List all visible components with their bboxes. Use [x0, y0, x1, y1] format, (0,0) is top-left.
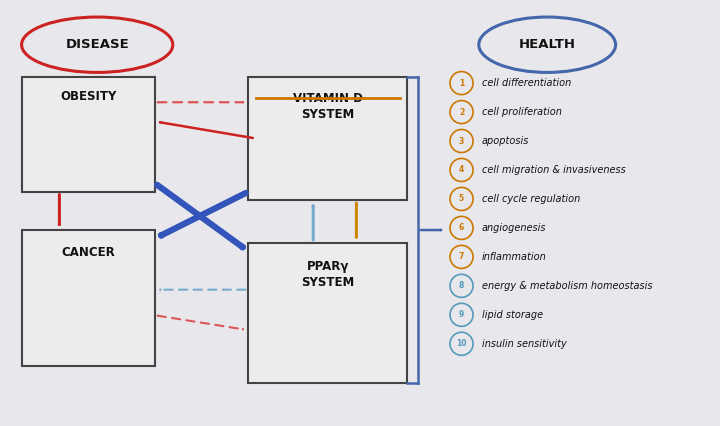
Text: lipid storage: lipid storage — [482, 310, 543, 320]
Ellipse shape — [479, 17, 616, 72]
Text: inflammation: inflammation — [482, 252, 546, 262]
Text: 8: 8 — [459, 281, 464, 291]
Text: VITAMIN D
SYSTEM: VITAMIN D SYSTEM — [292, 92, 363, 121]
Text: HEALTH: HEALTH — [518, 38, 576, 51]
Text: angiogenesis: angiogenesis — [482, 223, 546, 233]
Text: cell proliferation: cell proliferation — [482, 107, 562, 117]
Text: DISEASE: DISEASE — [66, 38, 129, 51]
Text: energy & metabolism homeostasis: energy & metabolism homeostasis — [482, 281, 652, 291]
Text: 2: 2 — [459, 107, 464, 117]
Text: 5: 5 — [459, 194, 464, 204]
Text: cell migration & invasiveness: cell migration & invasiveness — [482, 165, 626, 175]
Text: 7: 7 — [459, 252, 464, 262]
Ellipse shape — [22, 17, 173, 72]
Text: insulin sensitivity: insulin sensitivity — [482, 339, 567, 349]
Text: CANCER: CANCER — [61, 246, 115, 259]
Text: 1: 1 — [459, 78, 464, 88]
Text: 6: 6 — [459, 223, 464, 233]
Text: cell differentiation: cell differentiation — [482, 78, 571, 88]
Text: 10: 10 — [456, 339, 467, 348]
Text: 4: 4 — [459, 165, 464, 175]
Bar — [22, 77, 155, 192]
Text: apoptosis: apoptosis — [482, 136, 529, 146]
Bar — [22, 230, 155, 366]
Text: cell cycle regulation: cell cycle regulation — [482, 194, 580, 204]
Text: 3: 3 — [459, 136, 464, 146]
Bar — [248, 77, 407, 200]
Text: PPARγ
SYSTEM: PPARγ SYSTEM — [301, 260, 354, 289]
Text: 9: 9 — [459, 310, 464, 320]
Bar — [248, 243, 407, 383]
Text: OBESITY: OBESITY — [60, 90, 117, 104]
